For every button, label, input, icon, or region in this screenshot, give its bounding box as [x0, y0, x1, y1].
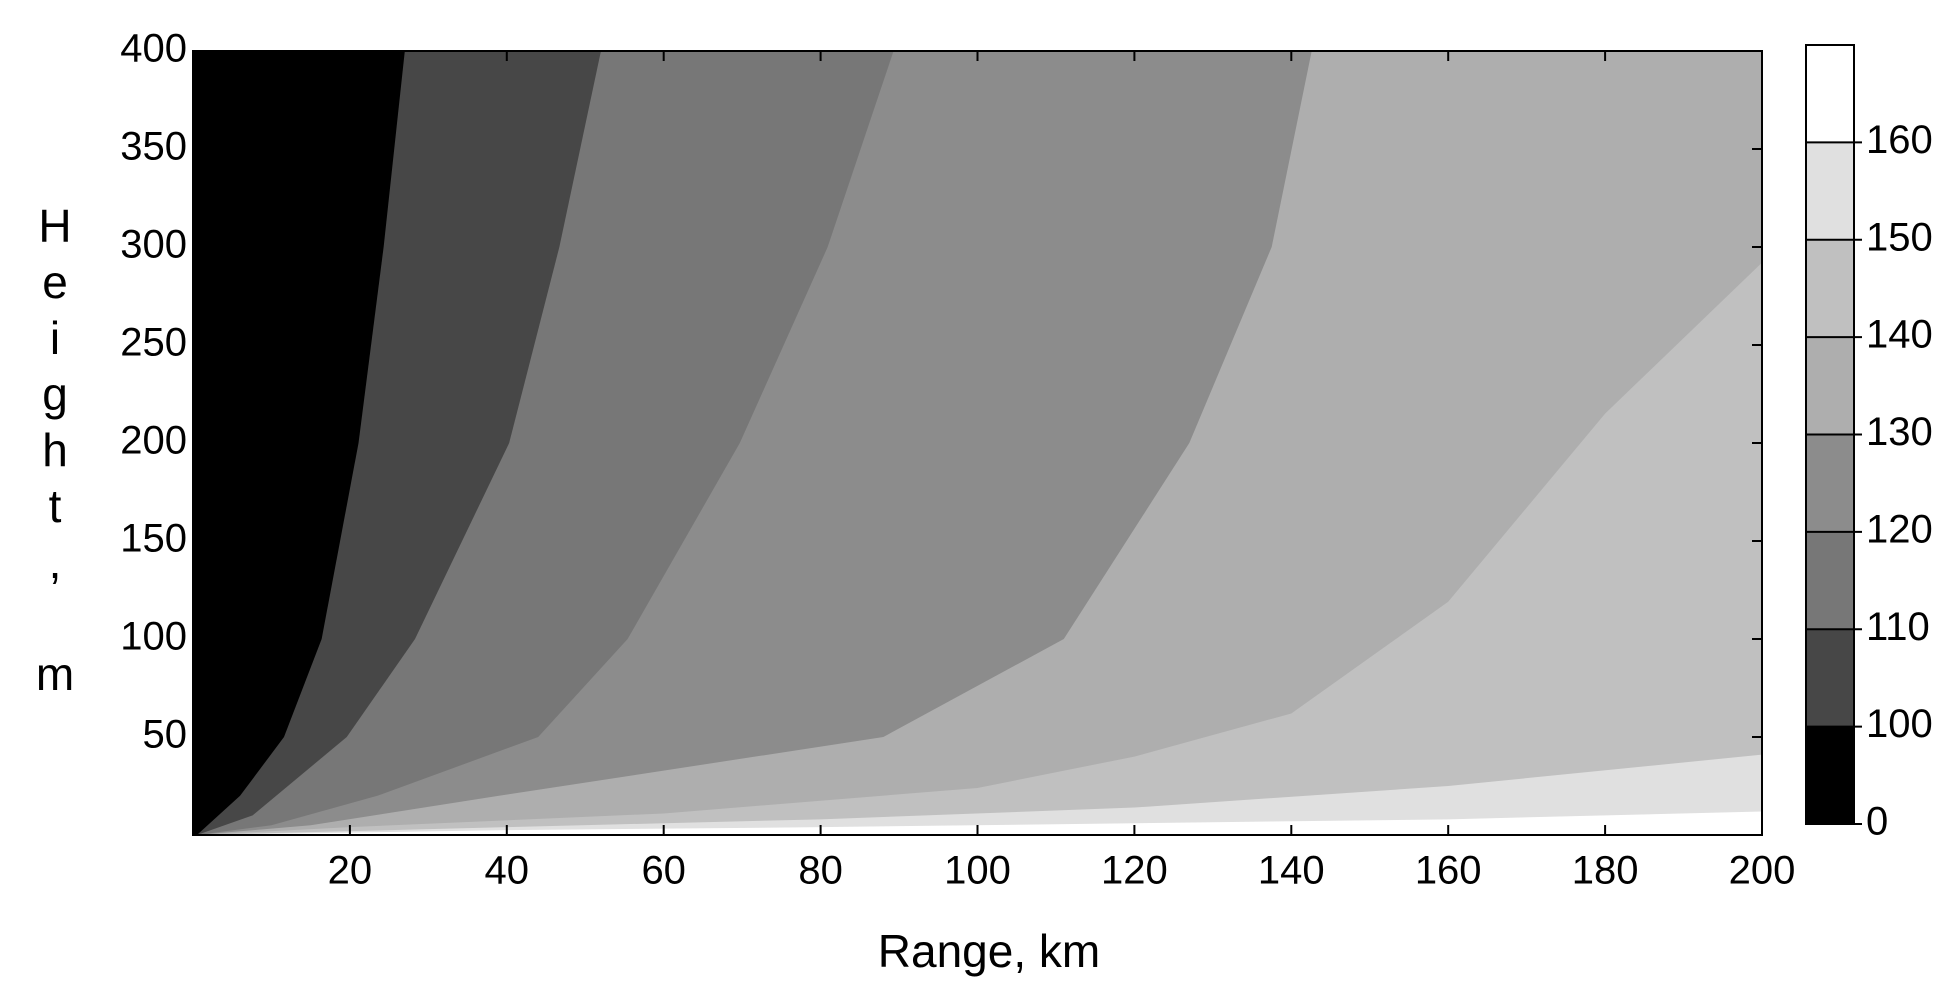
y-axis-title: Height, m: [29, 200, 81, 704]
x-tick-label: 20: [328, 849, 373, 893]
colorbar-tick-label: 130: [1866, 410, 1933, 454]
y-tick-label: 50: [143, 713, 188, 757]
x-tick-label: 180: [1572, 849, 1639, 893]
colorbar-tick-label: 100: [1866, 702, 1933, 746]
colorbar-tick-label: 0: [1866, 800, 1888, 844]
colorbar-band: [1806, 142, 1854, 240]
y-tick-label: 300: [120, 223, 187, 267]
x-tick-label: 200: [1729, 849, 1796, 893]
colorbar-tick-label: 140: [1866, 313, 1933, 357]
y-tick-label: 100: [120, 615, 187, 659]
colorbar-band: [1806, 629, 1854, 727]
x-tick-label: 140: [1258, 849, 1325, 893]
x-tick-label: 60: [641, 849, 686, 893]
y-tick-label: 350: [120, 125, 187, 169]
y-tick-label: 400: [120, 27, 187, 71]
colorbar-tick-label: 110: [1866, 605, 1930, 649]
colorbar-band: [1806, 531, 1854, 630]
x-tick-label: 100: [944, 849, 1011, 893]
x-axis-title: Range, km: [878, 925, 1100, 977]
x-tick-label: 160: [1415, 849, 1482, 893]
colorbar-tick-label: 120: [1866, 507, 1933, 551]
x-tick-label: 80: [798, 849, 843, 893]
colorbar-band: [1806, 45, 1854, 143]
x-tick-label: 40: [485, 849, 530, 893]
colorbar-band: [1806, 337, 1854, 435]
contour-band: [193, 51, 405, 835]
x-tick-label: 120: [1101, 849, 1168, 893]
y-tick-label: 200: [120, 419, 187, 463]
colorbar-band: [1806, 726, 1854, 824]
colorbar-band: [1806, 239, 1854, 338]
contour-fill: [193, 51, 1762, 835]
colorbar-band: [1806, 434, 1854, 532]
colorbar-tick-label: 160: [1866, 118, 1933, 162]
y-tick-label: 250: [120, 321, 187, 365]
colorbar-tick-label: 150: [1866, 215, 1933, 259]
y-tick-label: 150: [120, 517, 187, 561]
